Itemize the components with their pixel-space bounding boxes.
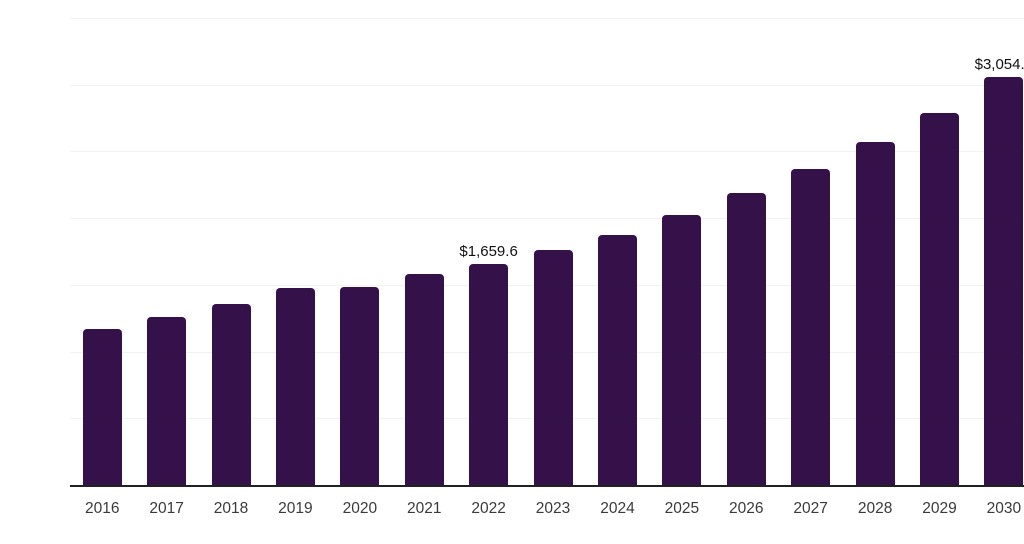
bar-2029 xyxy=(919,112,959,485)
bar-2024 xyxy=(597,234,637,485)
x-tick-label-2020: 2020 xyxy=(342,500,378,517)
bar-2030 xyxy=(984,77,1024,485)
bar-2028 xyxy=(855,142,895,485)
x-tick-label-2030: 2030 xyxy=(986,500,1022,517)
bar-value-label-2030: $3,054.7 xyxy=(974,56,1024,74)
x-tick-label-2016: 2016 xyxy=(84,500,120,517)
bar-2026 xyxy=(726,193,766,485)
bar-2025 xyxy=(662,215,702,485)
gridline xyxy=(70,84,1024,86)
bar-2027 xyxy=(791,168,831,485)
bar-2020 xyxy=(340,287,380,485)
x-tick-label-2027: 2027 xyxy=(793,500,828,517)
bar-2022 xyxy=(469,263,509,485)
plot-area: $1,659.6 $3,054.7 xyxy=(70,18,1024,485)
x-tick-label-2018: 2018 xyxy=(213,500,249,517)
x-tick-label-2023: 2023 xyxy=(535,500,571,517)
bar-2016 xyxy=(82,328,122,485)
bar-2018 xyxy=(211,304,251,485)
x-tick-label-2029: 2029 xyxy=(922,500,957,517)
gridline xyxy=(70,18,1024,19)
bar-chart: $1,659.6 $3,054.7 2016 2017 2018 2019 2020 202… xyxy=(40,16,1024,528)
gridline xyxy=(70,151,1024,153)
bar-2023 xyxy=(533,249,573,485)
x-tick-label-2019: 2019 xyxy=(278,500,313,517)
bar-2017 xyxy=(147,317,187,485)
x-tick-label-2021: 2021 xyxy=(406,500,442,517)
x-tick-label-2022: 2022 xyxy=(471,500,506,517)
x-axis-tick-labels: 2016 2017 2018 2019 2020 2021 2022 2023 2024 2025… xyxy=(70,500,1024,518)
x-axis-line xyxy=(70,485,1024,487)
x-tick-label-2025: 2025 xyxy=(664,500,700,517)
x-tick-label-2017: 2017 xyxy=(149,500,184,517)
gridline xyxy=(70,218,1024,220)
bar-2021 xyxy=(404,274,444,485)
x-tick-label-2028: 2028 xyxy=(857,500,893,517)
bar-value-label-2022: $1,659.6 xyxy=(459,242,518,260)
bar-2019 xyxy=(275,288,315,485)
x-tick-label-2026: 2026 xyxy=(729,500,764,517)
x-tick-label-2024: 2024 xyxy=(600,500,635,517)
